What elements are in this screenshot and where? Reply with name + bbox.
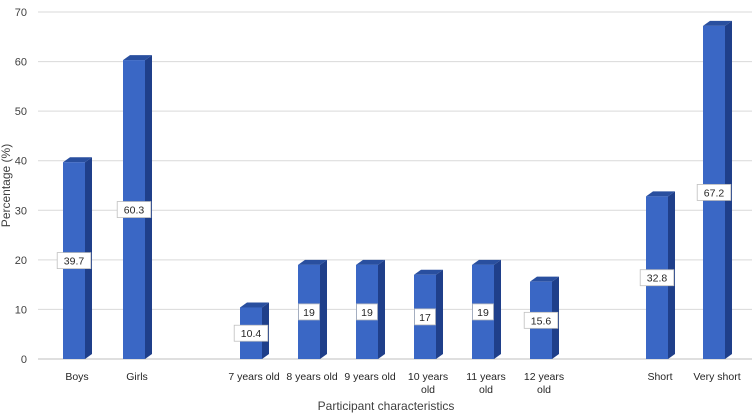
bar-top (63, 157, 92, 163)
data-label-text: 60.3 (124, 205, 145, 217)
bar-side (494, 259, 501, 359)
x-category-label: 11 years old (466, 371, 506, 396)
data-label-text: 19 (361, 307, 373, 319)
data-label: 60.3 (116, 201, 152, 218)
x-category-label: Very short (693, 371, 740, 383)
bar-side (436, 269, 443, 359)
x-category-label: 7 years old (228, 371, 280, 383)
data-label-box (56, 252, 92, 270)
data-label: 19 (472, 303, 494, 321)
x-category-line: 12 years (524, 371, 564, 383)
data-label-text: 19 (477, 307, 489, 319)
data-label: 39.7 (56, 252, 92, 270)
data-label-box (472, 303, 494, 321)
x-axis-categories: Boys Girls 7 years old 8 years old 9 years o… (65, 371, 740, 396)
bar-top (703, 20, 732, 26)
x-category-line: Short (647, 371, 672, 383)
x-category-line: 7 years old (228, 371, 280, 383)
bar (472, 259, 501, 359)
data-label: 19 (356, 303, 378, 321)
data-label-box (298, 303, 320, 321)
data-label: 15.6 (523, 311, 559, 329)
data-label-text: 67.2 (704, 187, 725, 199)
bar-top (414, 269, 443, 275)
data-label-box (356, 303, 378, 321)
x-category-label: Short (647, 371, 672, 383)
bar-top (240, 302, 269, 308)
bars (63, 20, 732, 359)
y-tick-label: 0 (21, 354, 27, 366)
x-category-label: Boys (65, 371, 88, 383)
data-label: 10.4 (233, 324, 269, 342)
data-labels: 39.7 60.3 10.4 19 19 17 19 15.6 32.8 67.2 (56, 184, 732, 342)
data-label-box (233, 324, 269, 342)
x-category-line: Girls (126, 371, 148, 383)
bar-top (298, 259, 327, 265)
x-category-line: 9 years old (344, 371, 396, 383)
bar-side (378, 259, 385, 359)
data-label: 19 (298, 303, 320, 321)
data-label: 17 (414, 308, 436, 326)
data-label-text: 39.7 (64, 256, 85, 268)
data-label-text: 17 (419, 312, 431, 324)
x-category-line: Very short (693, 371, 740, 383)
x-category-line: 10 years (408, 371, 448, 383)
x-category-label: 8 years old (286, 371, 338, 383)
data-label-box (116, 201, 152, 218)
x-category-line: Boys (65, 371, 88, 383)
x-category-line: old (421, 384, 435, 396)
data-label: 67.2 (696, 184, 732, 201)
y-tick-label: 50 (15, 106, 27, 118)
data-label: 32.8 (639, 269, 675, 287)
x-category-line: 11 years (466, 371, 506, 383)
x-category-label: Girls (126, 371, 148, 383)
y-axis-title: Percentage (%) (0, 144, 13, 227)
x-category-line: old (537, 384, 551, 396)
y-tick-label: 70 (15, 7, 27, 19)
y-tick-label: 20 (15, 255, 27, 267)
y-tick-label: 10 (15, 304, 27, 316)
data-label-text: 15.6 (531, 315, 552, 327)
data-label-box (414, 308, 436, 326)
y-tick-label: 30 (15, 205, 27, 217)
data-label-box (696, 184, 732, 201)
x-category-line: old (479, 384, 493, 396)
bar-side (320, 259, 327, 359)
x-category-line: 8 years old (286, 371, 338, 383)
y-axis-ticks: 0 10 20 30 40 50 60 70 (15, 7, 27, 366)
y-tick-label: 60 (15, 57, 27, 69)
gridlines (38, 11, 752, 360)
x-category-label: 10 years old (408, 371, 448, 396)
bar-top (472, 259, 501, 265)
x-category-label: 9 years old (344, 371, 396, 383)
x-category-label: 12 years old (524, 371, 564, 396)
data-label-box (523, 311, 559, 329)
bar-top (530, 276, 559, 282)
bar-top (123, 55, 152, 61)
bar-top (356, 259, 385, 265)
bar-top (646, 191, 675, 197)
x-axis-title: Participant characteristics (318, 399, 455, 413)
data-label-text: 19 (303, 307, 315, 319)
data-label-text: 32.8 (647, 273, 668, 285)
data-label-text: 10.4 (241, 328, 262, 340)
data-label-box (639, 269, 675, 287)
y-tick-label: 40 (15, 156, 27, 168)
